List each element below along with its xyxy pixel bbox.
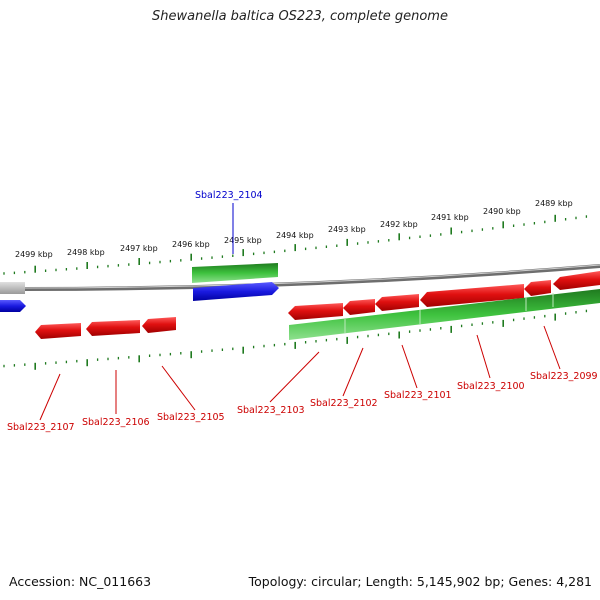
gene-label[interactable]: Sbal223_2099 [530, 371, 598, 382]
gene-arrow-2099a[interactable] [524, 280, 551, 296]
green-gene-track[interactable] [289, 289, 600, 340]
green-gene-dividers [344, 293, 554, 333]
forward-genes [0, 263, 279, 312]
scale-label: 2494 kbp [276, 231, 314, 240]
scale-label: 2495 kbp [224, 236, 262, 245]
genome-backbone [0, 264, 600, 292]
scale-labels: 2499 kbp 2498 kbp 2497 kbp 2496 kbp 2495… [15, 199, 573, 259]
scale-label: 2490 kbp [483, 207, 521, 216]
scale-label: 2489 kbp [535, 199, 573, 208]
accession-text: Accession: NC_011663 [9, 574, 152, 589]
scale-label: 2497 kbp [120, 244, 158, 253]
label-leader-lines [39, 203, 561, 421]
scale-label: 2493 kbp [328, 225, 366, 234]
gene-label[interactable]: Sbal223_2106 [82, 417, 150, 428]
gene-arrow-2100[interactable] [420, 284, 524, 307]
scale-label: 2499 kbp [15, 250, 53, 259]
gene-arrow-blue-2104[interactable] [193, 282, 279, 301]
gene-arrow-blue-left[interactable] [0, 300, 26, 312]
gene-label-top[interactable]: Sbal223_2104 [195, 190, 263, 201]
gene-arrow-2106[interactable] [86, 320, 140, 336]
gene-arrow-2099b[interactable] [553, 271, 600, 290]
gene-label[interactable]: Sbal223_2102 [310, 398, 378, 409]
gene-label[interactable]: Sbal223_2103 [237, 405, 305, 416]
gene-label[interactable]: Sbal223_2101 [384, 390, 452, 401]
gene-label[interactable]: Sbal223_2105 [157, 412, 225, 423]
topology-summary: Topology: circular; Length: 5,145,902 bp… [248, 574, 592, 589]
scale-label: 2492 kbp [380, 220, 418, 229]
gene-arrow-2101[interactable] [375, 294, 419, 311]
inner-scale-ticks [3, 309, 588, 370]
scale-label: 2498 kbp [67, 248, 105, 257]
gene-arrow-2103[interactable] [288, 303, 343, 320]
genome-backbone-highlight [0, 264, 600, 289]
scale-label: 2491 kbp [431, 213, 469, 222]
reverse-genes [35, 271, 600, 340]
scale-label: 2496 kbp [172, 240, 210, 249]
gene-arrow-2105[interactable] [142, 317, 176, 333]
gene-label[interactable]: Sbal223_2107 [7, 422, 75, 433]
gene-arrow-green-2104[interactable] [192, 263, 278, 283]
gene-arrow-2107[interactable] [35, 323, 81, 339]
map-title: Shewanella baltica OS223, complete genom… [152, 9, 448, 24]
outer-scale-ticks [3, 214, 588, 275]
gene-arrow-2102[interactable] [343, 299, 375, 315]
gene-arrow-grey[interactable] [0, 282, 25, 294]
gene-labels-bottom: Sbal223_2107 Sbal223_2106 Sbal223_2105 S… [7, 371, 598, 433]
gene-label[interactable]: Sbal223_2100 [457, 381, 525, 392]
